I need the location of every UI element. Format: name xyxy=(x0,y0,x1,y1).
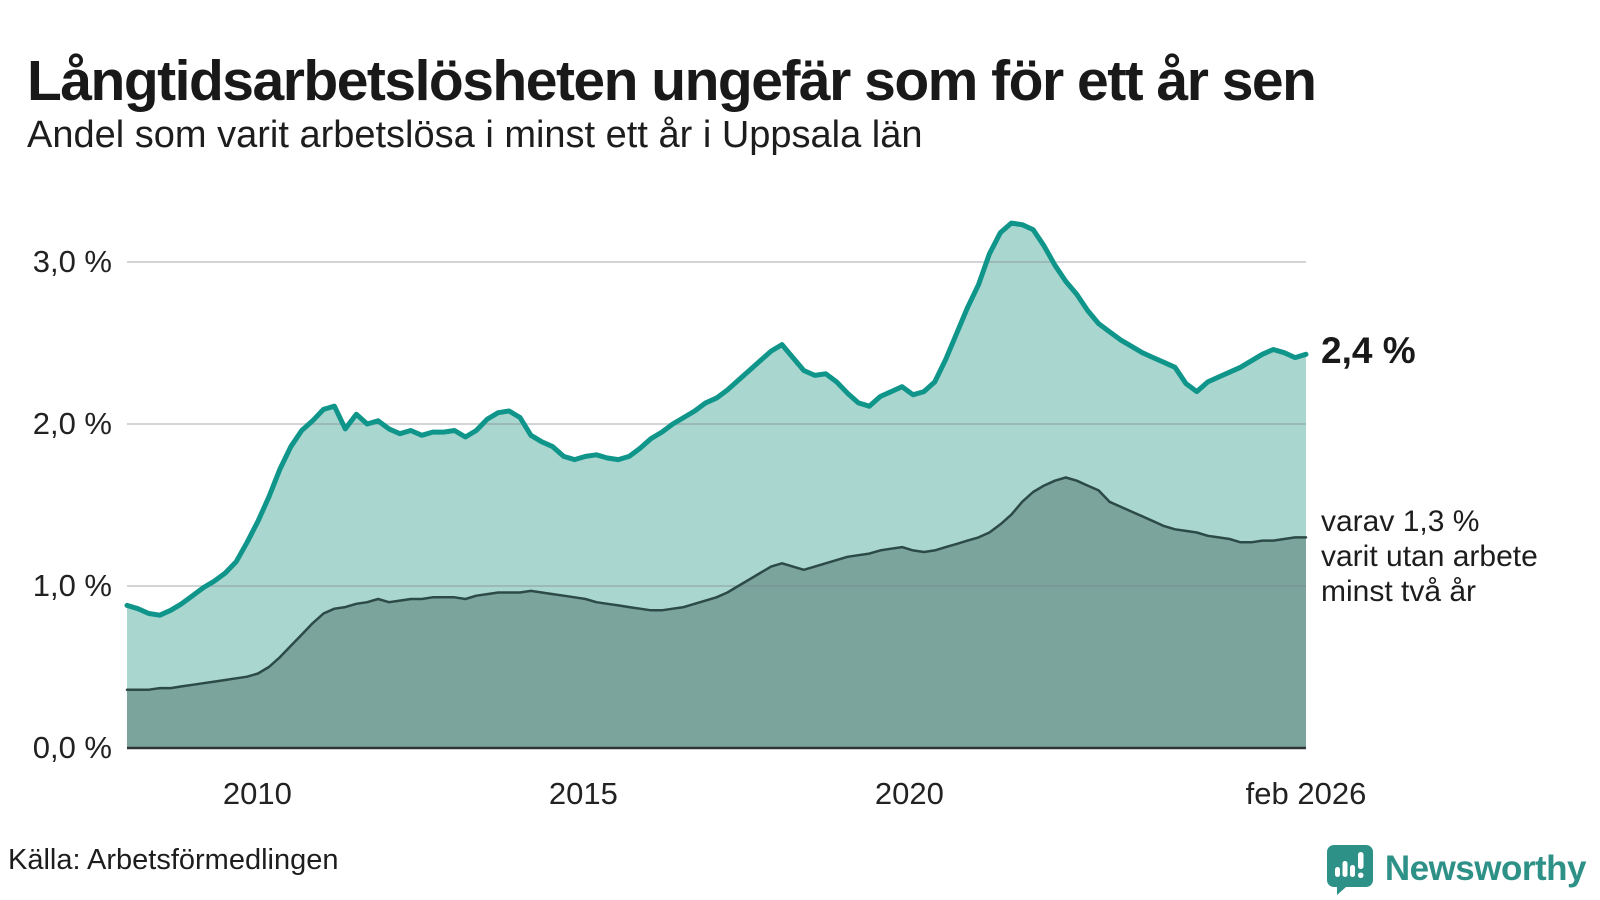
y-axis-tick-label: 0,0 % xyxy=(32,730,112,765)
x-axis-tick-label: feb 2026 xyxy=(1245,776,1367,811)
newsworthy-logo: Newsworthy xyxy=(1325,843,1587,895)
newsworthy-speech-bubble-chart-icon xyxy=(1326,845,1373,895)
x-axis-tick-label: 2015 xyxy=(548,776,618,811)
newsworthy-logo-text: Newsworthy xyxy=(1384,849,1587,888)
page-subtitle: Andel som varit arbetslösa i minst ett å… xyxy=(27,114,923,156)
page-title: Långtidsarbetslösheten ungefär som för e… xyxy=(27,49,1317,114)
y-axis-tick-label: 2,0 % xyxy=(32,406,112,441)
x-axis-tick-label: 2020 xyxy=(874,776,944,811)
secondary-series-annotation: varav 1,3 % varit utan arbete minst två … xyxy=(1321,505,1538,609)
x-axis-tick-label: 2010 xyxy=(222,776,292,811)
series-end-value-label: 2,4 % xyxy=(1321,330,1416,372)
y-axis-tick-label: 1,0 % xyxy=(32,568,112,603)
y-axis-tick-label: 3,0 % xyxy=(32,244,112,279)
source-attribution: Källa: Arbetsförmedlingen xyxy=(8,844,339,876)
